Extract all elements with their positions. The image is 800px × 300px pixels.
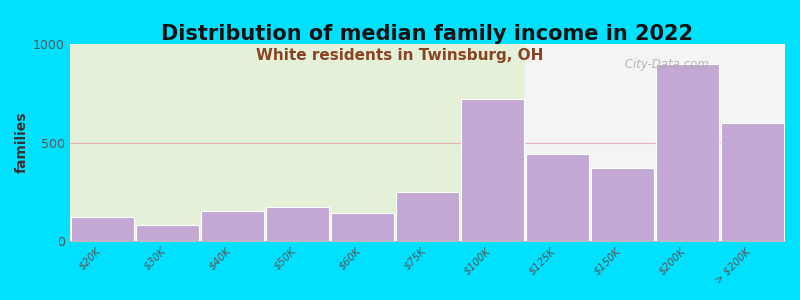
Text: City-Data.com: City-Data.com bbox=[621, 58, 709, 71]
Bar bbox=[135, 225, 199, 241]
Bar bbox=[590, 168, 654, 241]
Bar bbox=[721, 123, 784, 241]
Bar bbox=[266, 207, 330, 241]
Bar bbox=[330, 214, 394, 241]
Bar bbox=[526, 154, 590, 241]
Bar bbox=[656, 64, 719, 241]
Title: Distribution of median family income in 2022: Distribution of median family income in … bbox=[162, 24, 694, 44]
Bar bbox=[70, 44, 525, 241]
Y-axis label: families: families bbox=[15, 112, 29, 173]
Text: White residents in Twinsburg, OH: White residents in Twinsburg, OH bbox=[256, 48, 544, 63]
Bar bbox=[70, 218, 134, 241]
Bar bbox=[395, 192, 459, 241]
Bar bbox=[201, 211, 264, 241]
Bar bbox=[461, 99, 524, 241]
